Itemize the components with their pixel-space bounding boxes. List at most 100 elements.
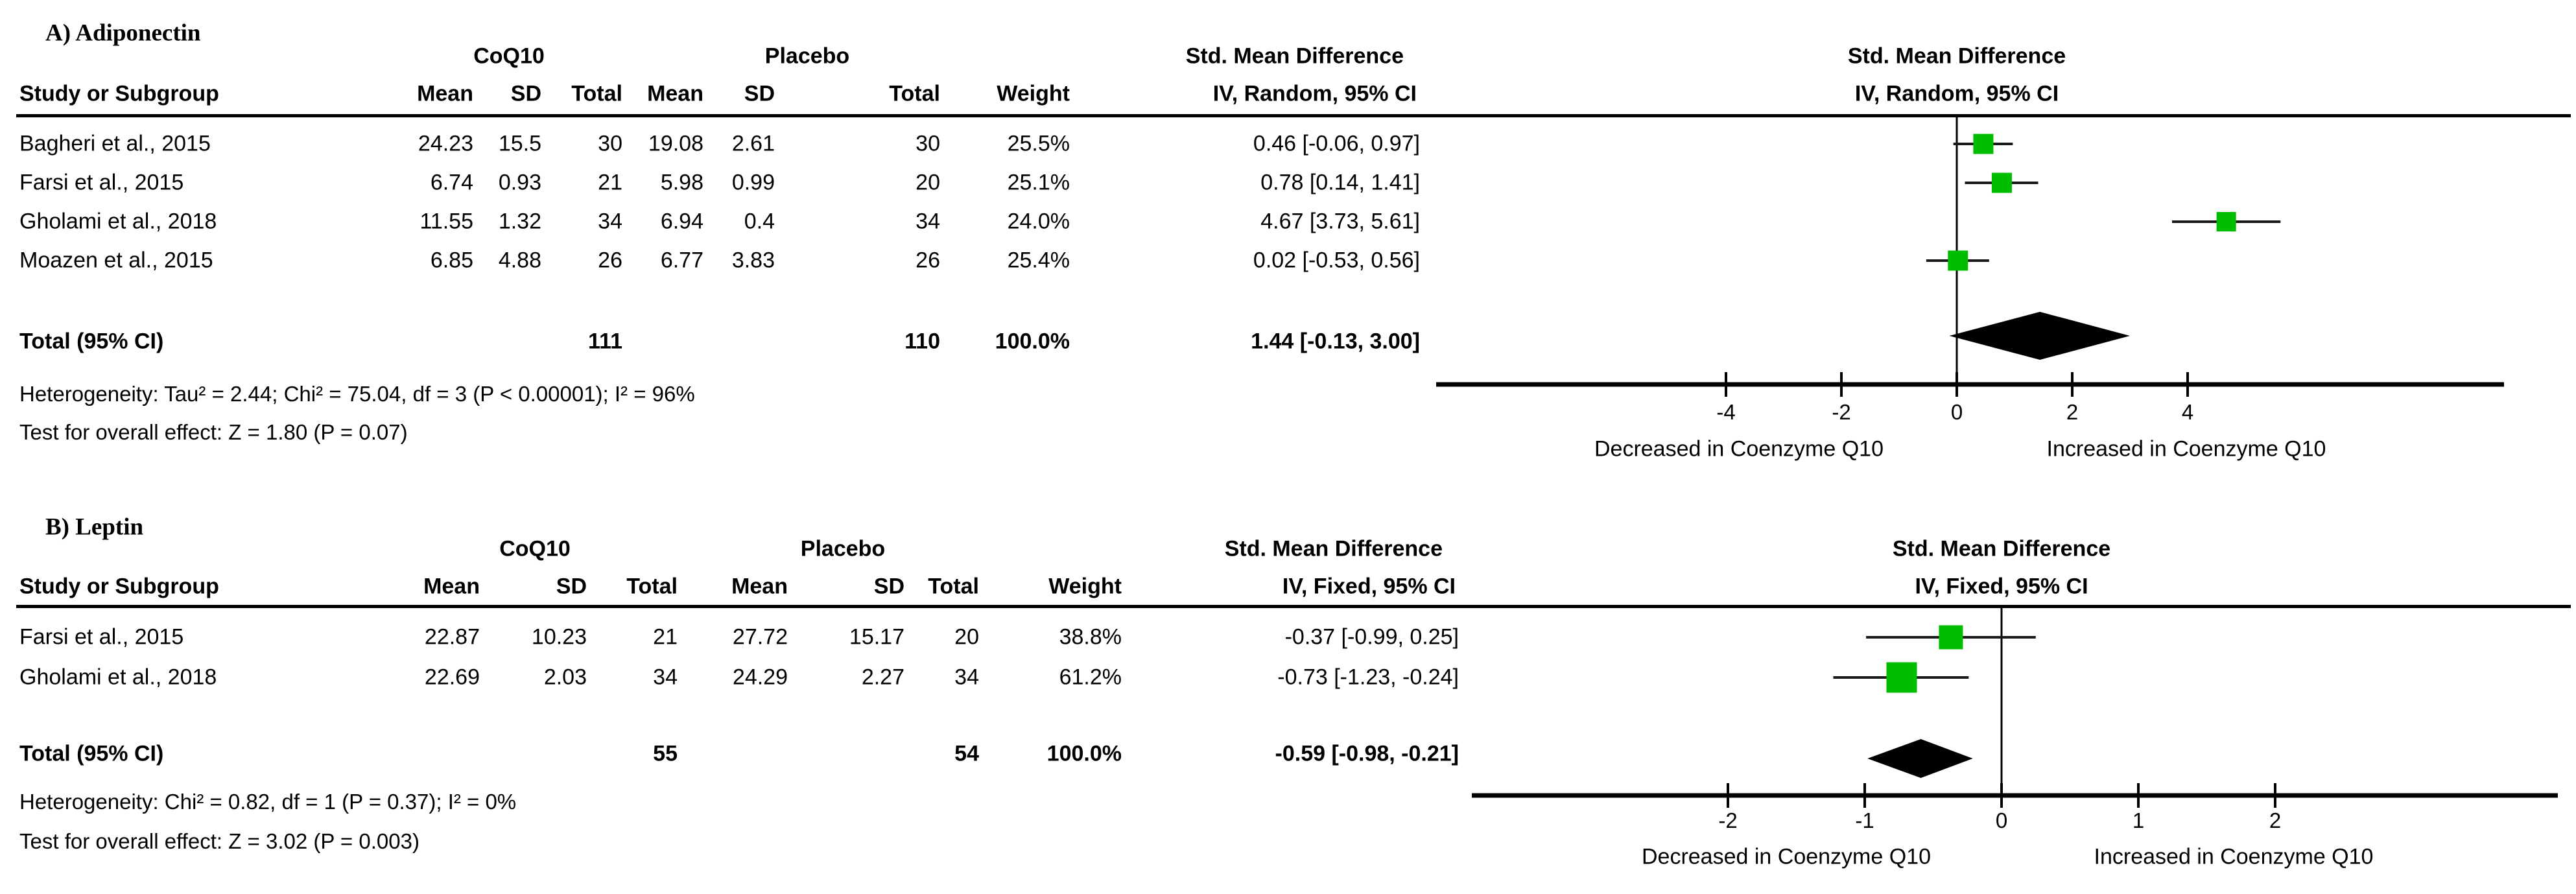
study-total2: 20	[916, 170, 940, 195]
study-sd1: 0.93	[498, 170, 541, 195]
panel-B-axis-tick-label: 2	[2269, 808, 2281, 832]
panel-B-axis-tick	[2137, 783, 2140, 808]
panel-A-axis-tick	[1725, 372, 1727, 397]
study-ci-text: 0.46 [-0.06, 0.97]	[1253, 131, 1420, 156]
study-mean1: 22.87	[424, 624, 480, 650]
study-mean2: 19.08	[648, 131, 703, 156]
panel-a-colhead-mean2: Mean	[647, 81, 703, 106]
panel-A-header-separator	[16, 114, 2571, 117]
study-mean2: 6.94	[660, 209, 703, 234]
study-ci-text: 0.02 [-0.53, 0.56]	[1253, 248, 1420, 273]
panel-b-colhead-total1: Total	[626, 574, 678, 599]
study-mean1: 24.23	[418, 131, 473, 156]
panel-a-total-weight: 100.0%	[995, 329, 1070, 354]
study-weight: 24.0%	[1007, 209, 1070, 234]
study-mean2: 6.77	[660, 248, 703, 273]
panel-B-axis-tick-label: 0	[1996, 808, 2007, 832]
panel-a-colhead-study: Study or Subgroup	[19, 81, 219, 106]
ci-whisker	[1926, 259, 1989, 262]
panel-b-title: B) Leptin	[45, 513, 144, 541]
pooled-effect-diamond	[1867, 739, 1973, 778]
study-sd1: 2.03	[543, 665, 587, 690]
panel-b-total-n1: 55	[653, 741, 678, 766]
panel-B-axis-tick	[2274, 783, 2276, 808]
study-name: Gholami et al., 2018	[19, 209, 217, 234]
panel-A-axis-tick	[1840, 372, 1843, 397]
study-total1: 34	[598, 209, 622, 234]
study-mean1: 11.55	[419, 209, 473, 234]
panel-a-colhead-weight: Weight	[997, 81, 1070, 106]
panel-B-axis-tick	[1727, 783, 1729, 808]
panel-a-colhead-total1: Total	[571, 81, 622, 106]
panel-a-title: A) Adiponectin	[45, 19, 201, 47]
study-mean1: 22.69	[424, 665, 480, 690]
study-ci-text: -0.73 [-1.23, -0.24]	[1277, 665, 1459, 690]
panel-B-axis-tick	[1863, 783, 1866, 808]
panel-B-header-separator	[16, 605, 2571, 608]
panel-a-total-label: Total (95% CI)	[19, 329, 164, 354]
effect-marker-square	[1939, 625, 1963, 650]
panel-b-overall-effect-text: Test for overall effect: Z = 3.02 (P = 0…	[19, 829, 419, 853]
panel-b-plot-effect-header: Std. Mean Difference	[1892, 536, 2111, 561]
study-weight: 25.1%	[1007, 170, 1070, 195]
panel-A-axis-tick	[1956, 372, 1958, 397]
effect-marker-square	[1973, 134, 1994, 154]
study-mean2: 24.29	[732, 665, 788, 690]
panel-b-xlabel-left: Decreased in Coenzyme Q10	[1641, 844, 1932, 869]
study-sd2: 2.61	[731, 131, 775, 156]
panel-b-total-label: Total (95% CI)	[19, 741, 164, 766]
panel-B-axis-tick-label: -2	[1718, 808, 1737, 832]
panel-b-group2-header: Placebo	[800, 536, 886, 561]
study-weight: 61.2%	[1059, 665, 1122, 690]
panel-A-axis-tick	[2186, 372, 2189, 397]
panel-b-heterogeneity-text: Heterogeneity: Chi² = 0.82, df = 1 (P = …	[19, 789, 517, 814]
study-sd2: 0.99	[731, 170, 775, 195]
panel-B-axis-tick	[2000, 783, 2003, 808]
panel-b-colhead-mean2: Mean	[731, 574, 788, 599]
ci-whisker	[1953, 143, 2013, 145]
study-total2: 30	[916, 131, 940, 156]
study-total2: 26	[916, 248, 940, 273]
panel-B-axis-tick-label: 1	[2133, 808, 2144, 832]
panel-A-axis-tick-label: 4	[2182, 400, 2193, 424]
panel-A-axis-tick-label: 0	[1951, 400, 1963, 424]
panel-a-plot-effect-header: Std. Mean Difference	[1847, 43, 2066, 69]
study-name: Farsi et al., 2015	[19, 170, 184, 195]
panel-a-group2-header: Placebo	[764, 43, 850, 69]
panel-b-colhead-sd1: SD	[556, 574, 587, 599]
panel-a-total-ci: 1.44 [-0.13, 3.00]	[1251, 329, 1420, 354]
panel-a-method-header: IV, Random, 95% CI	[1212, 81, 1417, 106]
panel-A-zero-line	[1956, 117, 1958, 384]
study-sd2: 15.17	[849, 624, 904, 650]
study-name: Gholami et al., 2018	[19, 665, 217, 690]
panel-a-colhead-total2: Total	[889, 81, 940, 106]
study-sd2: 0.4	[744, 209, 775, 234]
study-weight: 38.8%	[1059, 624, 1122, 650]
effect-marker-square	[1948, 250, 1968, 271]
panel-b-effect-header: Std. Mean Difference	[1224, 536, 1443, 561]
effect-marker-square	[2216, 212, 2236, 231]
study-sd2: 3.83	[731, 248, 775, 273]
study-mean2: 5.98	[660, 170, 703, 195]
study-total2: 20	[954, 624, 979, 650]
study-total2: 34	[954, 665, 979, 690]
panel-a-total-n2: 110	[904, 329, 940, 354]
study-total1: 26	[598, 248, 622, 273]
study-mean1: 6.74	[430, 170, 473, 195]
panel-a-group1-header: CoQ10	[473, 43, 545, 69]
panel-a-plot-method-header: IV, Random, 95% CI	[1854, 81, 2059, 106]
ci-whisker	[2171, 220, 2281, 223]
study-ci-text: -0.37 [-0.99, 0.25]	[1284, 624, 1459, 650]
panel-b-total-weight: 100.0%	[1046, 741, 1122, 766]
panel-a-total-n1: 111	[588, 329, 622, 354]
panel-a-colhead-sd1: SD	[510, 81, 541, 106]
panel-a-xlabel-right: Increased in Coenzyme Q10	[2046, 436, 2326, 462]
panel-a-overall-effect-text: Test for overall effect: Z = 1.80 (P = 0…	[19, 419, 408, 444]
panel-A-axis-tick-label: -4	[1716, 400, 1735, 424]
study-total1: 34	[653, 665, 678, 690]
study-sd1: 10.23	[531, 624, 587, 650]
panel-B-axis-tick-label: -1	[1855, 808, 1874, 832]
panel-a-colhead-sd2: SD	[744, 81, 775, 106]
study-name: Bagheri et al., 2015	[19, 131, 211, 156]
